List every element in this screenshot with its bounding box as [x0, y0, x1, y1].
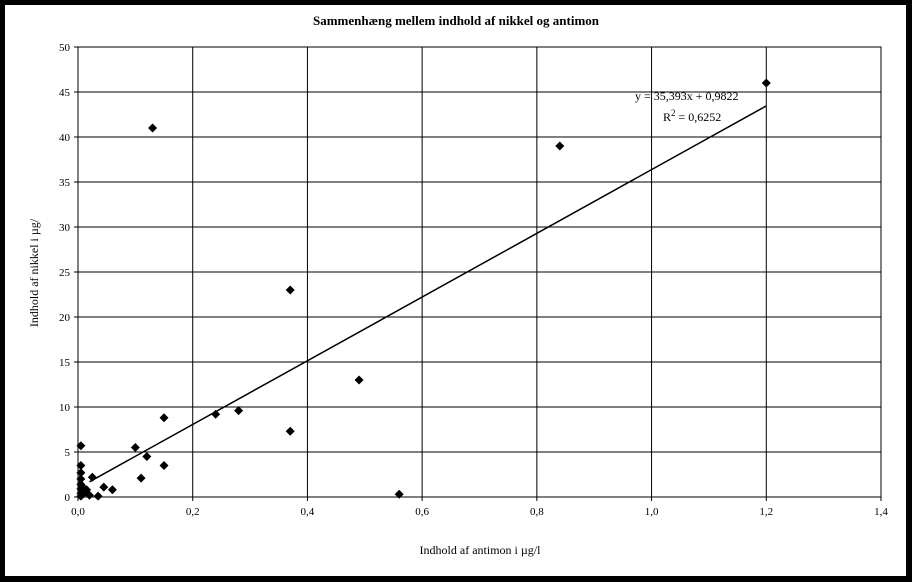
y-tick-label: 45 — [59, 87, 71, 99]
y-tick-label: 35 — [59, 177, 71, 189]
x-tick-label: 0,4 — [301, 506, 315, 518]
data-point — [76, 461, 86, 470]
data-point — [159, 413, 169, 423]
data-point — [555, 141, 565, 151]
y-axis-ticks: 0 5 10 15 20 25 30 35 40 45 50 — [59, 42, 78, 504]
data-point — [159, 461, 169, 470]
y-tick-label: 30 — [59, 222, 71, 234]
x-axis-ticks: 0,0 0,2 0,4 0,6 0,8 1,0 1,2 1,4 — [71, 497, 888, 518]
y-tick-label: 20 — [59, 312, 71, 324]
data-point — [136, 473, 146, 483]
y-tick-label: 0 — [65, 492, 71, 504]
chart-area: Sammenhæng mellem indhold af nikkel og a… — [5, 5, 906, 576]
data-point — [107, 485, 117, 495]
r2-superscript: 2 — [671, 108, 676, 118]
data-point — [84, 490, 94, 500]
trendline-equation: y = 35,393x + 0,9822 — [635, 89, 739, 103]
data-point — [285, 285, 295, 295]
x-tick-label: 0,8 — [530, 506, 544, 518]
data-point — [142, 452, 152, 461]
y-tick-label: 50 — [59, 42, 71, 54]
y-tick-label: 10 — [59, 402, 71, 414]
data-point — [99, 482, 109, 492]
data-point — [285, 426, 295, 436]
y-tick-label: 40 — [59, 132, 71, 144]
trendline-r2: R2 = 0,6252 — [663, 108, 721, 124]
y-axis-label: Indhold af nikkel i µg/ — [27, 218, 41, 327]
data-point — [761, 78, 771, 88]
data-point — [234, 406, 244, 416]
data-point — [148, 123, 158, 133]
data-point — [354, 375, 364, 385]
data-point — [87, 472, 97, 482]
y-tick-label: 25 — [59, 267, 71, 279]
data-point — [394, 489, 404, 499]
r2-value: = 0,6252 — [676, 110, 722, 124]
y-tick-label: 5 — [65, 447, 71, 459]
data-point — [93, 491, 103, 501]
data-point — [211, 409, 221, 419]
data-point — [130, 443, 140, 452]
x-tick-label: 1,2 — [759, 506, 773, 518]
x-tick-label: 1,4 — [874, 506, 888, 518]
scatter-chart: Sammenhæng mellem indhold af nikkel og a… — [27, 13, 888, 557]
x-axis-label: Indhold af antimon i µg/l — [420, 543, 542, 557]
y-tick-label: 15 — [59, 357, 71, 369]
data-point — [76, 474, 86, 484]
trendline — [89, 105, 767, 483]
data-points — [76, 78, 771, 501]
r2-prefix: R — [663, 110, 671, 124]
gridlines — [78, 47, 881, 497]
x-tick-label: 1,0 — [645, 506, 659, 518]
trendline-group — [89, 105, 767, 483]
chart-title: Sammenhæng mellem indhold af nikkel og a… — [313, 13, 600, 28]
data-point — [76, 468, 86, 478]
x-tick-label: 0,6 — [415, 506, 429, 518]
x-tick-label: 0,0 — [71, 506, 85, 518]
x-tick-label: 0,2 — [186, 506, 200, 518]
data-point — [76, 441, 86, 451]
